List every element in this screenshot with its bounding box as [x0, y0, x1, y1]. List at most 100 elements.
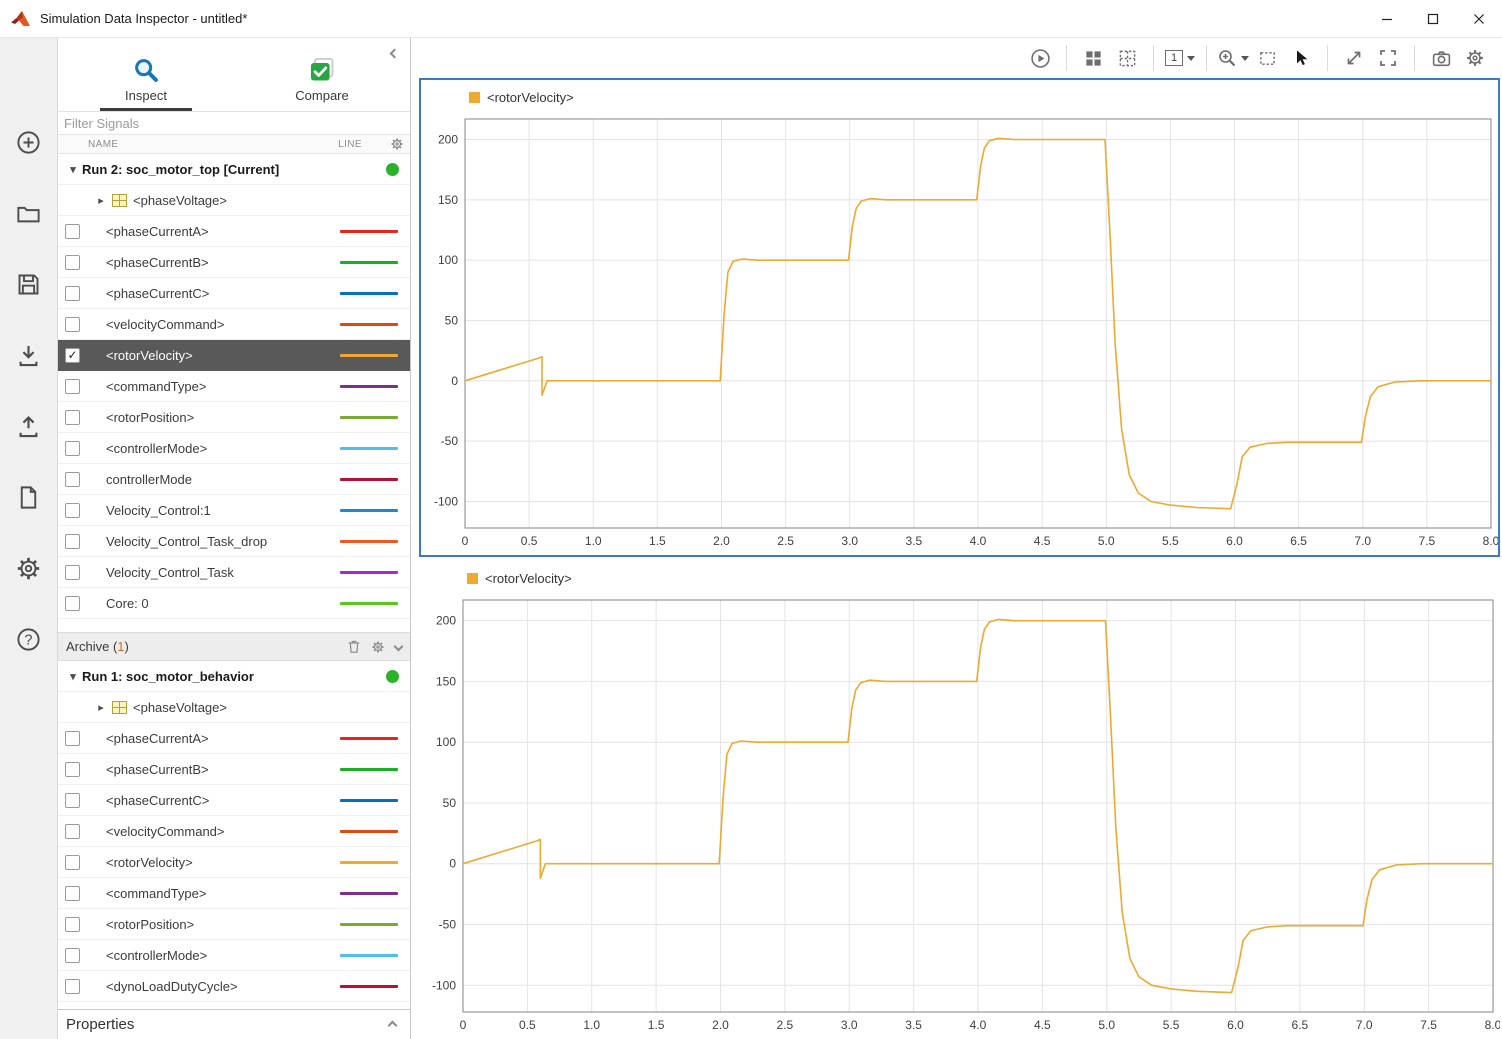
subplot-2[interactable]: <rotorVelocity> 0 0.5 1.0 1.5 2.0 2.5 3.0 3.5 4.0… [419, 561, 1500, 1039]
signal-line-swatch [340, 767, 398, 771]
column-settings-gear-icon[interactable] [390, 137, 404, 154]
signal-checkbox[interactable] [65, 761, 80, 777]
tab-inspect[interactable]: Inspect [58, 38, 234, 111]
pointer-tool-button[interactable] [1284, 42, 1318, 74]
signal-row[interactable]: <phaseCurrentA> [58, 216, 410, 247]
signal-checkbox[interactable] [65, 409, 80, 425]
fullscreen-button[interactable] [1371, 42, 1405, 74]
signal-row[interactable]: controllerMode [58, 464, 410, 495]
plot-canvas[interactable]: 0 0.5 1.0 1.5 2.0 2.5 3.0 3.5 4.0 4.5 5.0 5.5 6.0 6.5… [421, 114, 1498, 555]
zoom-region-button[interactable] [1250, 42, 1284, 74]
run-header-row[interactable]: ▾ Run 2: soc_motor_top [Current] [58, 154, 410, 185]
layout-grid-icon[interactable] [1076, 42, 1110, 74]
expand-triangle-icon[interactable]: ▸ [98, 194, 104, 207]
toolbar-separator [1066, 45, 1067, 71]
signal-checkbox[interactable] [65, 440, 80, 456]
help-icon[interactable]: ? [14, 625, 44, 653]
signal-checkbox[interactable] [65, 885, 80, 901]
zoom-in-button[interactable] [1216, 42, 1250, 74]
view-selector-button[interactable]: 1 [1163, 42, 1197, 74]
filter-signals-input[interactable] [64, 115, 404, 131]
signal-checkbox[interactable] [65, 823, 80, 839]
open-folder-icon[interactable] [14, 199, 44, 227]
create-report-icon[interactable] [14, 483, 44, 511]
signal-row[interactable]: <dynoLoadDutyCycle> [58, 971, 410, 1002]
properties-bar[interactable]: Properties [58, 1009, 410, 1039]
signal-row[interactable]: <phaseCurrentC> [58, 278, 410, 309]
signal-line-swatch [340, 291, 398, 295]
signal-row[interactable]: <rotorPosition> [58, 909, 410, 940]
collapse-triangle-icon[interactable]: ▾ [70, 670, 76, 683]
signal-checkbox[interactable] [65, 223, 80, 239]
fit-to-view-button[interactable] [1337, 42, 1371, 74]
subplot-1[interactable]: <rotorVelocity> 0 0.5 1.0 1.5 2.0 2.5 3.0 3.5 4.0… [419, 78, 1500, 557]
signal-checkbox[interactable] [65, 916, 80, 932]
signal-checkbox[interactable] [65, 564, 80, 580]
signal-checkbox[interactable] [65, 533, 80, 549]
signal-row[interactable]: Velocity_Control_Task [58, 557, 410, 588]
signal-checkbox[interactable] [65, 730, 80, 746]
expand-triangle-icon[interactable]: ▸ [98, 701, 104, 714]
maximize-button[interactable] [1410, 0, 1456, 37]
run-playback-button[interactable] [1023, 42, 1057, 74]
snapshot-camera-icon[interactable] [1424, 42, 1458, 74]
preferences-gear-icon[interactable] [14, 554, 44, 582]
collapse-triangle-icon[interactable]: ▾ [70, 163, 76, 176]
signal-row[interactable]: Velocity_Control_Task_drop [58, 526, 410, 557]
view-count-badge: 1 [1165, 50, 1183, 66]
run-header-row[interactable]: ▾ Run 1: soc_motor_behavior [58, 661, 410, 692]
signal-checkbox[interactable] [65, 792, 80, 808]
signal-line-swatch [340, 477, 398, 481]
plot-legend[interactable]: <rotorVelocity> [419, 561, 1500, 595]
import-icon[interactable] [14, 341, 44, 369]
signal-row[interactable]: <velocityCommand> [58, 816, 410, 847]
signal-checkbox[interactable] [65, 378, 80, 394]
signal-group-row[interactable]: ▸ <phaseVoltage> [58, 692, 410, 723]
archive-chevron-down-icon[interactable] [393, 641, 404, 652]
signal-group-row[interactable]: ▸ <phaseVoltage> [58, 185, 410, 216]
signal-checkbox[interactable] [65, 471, 80, 487]
plot-settings-gear-icon[interactable] [1458, 42, 1492, 74]
signal-row[interactable]: <commandType> [58, 878, 410, 909]
export-icon[interactable] [14, 412, 44, 440]
svg-text:5.0: 5.0 [1098, 1018, 1115, 1032]
signal-row[interactable]: <phaseCurrentA> [58, 723, 410, 754]
signal-checkbox[interactable] [65, 285, 80, 301]
minimize-button[interactable] [1364, 0, 1410, 37]
signal-line-swatch [340, 353, 398, 357]
signal-row[interactable]: <controllerMode> [58, 433, 410, 464]
add-icon[interactable] [14, 128, 44, 156]
signal-row[interactable]: <rotorPosition> [58, 402, 410, 433]
signal-row[interactable]: ✓ <rotorVelocity> [58, 340, 410, 371]
close-button[interactable] [1456, 0, 1502, 37]
archive-delete-icon[interactable] [347, 639, 361, 654]
signal-row[interactable]: <commandType> [58, 371, 410, 402]
signal-row[interactable]: <velocityCommand> [58, 309, 410, 340]
signal-row[interactable]: <controllerMode> [58, 940, 410, 971]
archive-settings-gear-icon[interactable] [371, 640, 385, 654]
archive-header-row[interactable]: Archive (1) [58, 632, 410, 661]
signal-row[interactable]: <rotorVelocity> [58, 847, 410, 878]
signal-checkbox[interactable] [65, 316, 80, 332]
signal-checkbox[interactable]: ✓ [65, 347, 80, 363]
signal-checkbox[interactable] [65, 595, 80, 611]
signal-checkbox[interactable] [65, 254, 80, 270]
signal-row[interactable]: Velocity_Control:1 [58, 495, 410, 526]
plot-legend[interactable]: <rotorVelocity> [421, 80, 1498, 114]
signal-row[interactable]: <phaseCurrentB> [58, 247, 410, 278]
edit-sublayout-icon[interactable] [1110, 42, 1144, 74]
properties-collapse-icon[interactable] [387, 1017, 398, 1032]
inspect-magnifier-icon [135, 59, 158, 82]
signal-checkbox[interactable] [65, 502, 80, 518]
signal-row[interactable]: Core: 0 [58, 588, 410, 619]
tab-inspect-label: Inspect [125, 88, 167, 103]
tab-compare[interactable]: Compare [234, 38, 410, 111]
signal-row[interactable]: <phaseCurrentB> [58, 754, 410, 785]
save-icon[interactable] [14, 270, 44, 298]
signal-checkbox[interactable] [65, 854, 80, 870]
signal-checkbox[interactable] [65, 947, 80, 963]
signal-row[interactable]: <phaseCurrentC> [58, 785, 410, 816]
signal-checkbox[interactable] [65, 978, 80, 994]
plot-canvas[interactable]: 0 0.5 1.0 1.5 2.0 2.5 3.0 3.5 4.0 4.5 5.0 5.5 6.0 6.5… [419, 595, 1500, 1039]
